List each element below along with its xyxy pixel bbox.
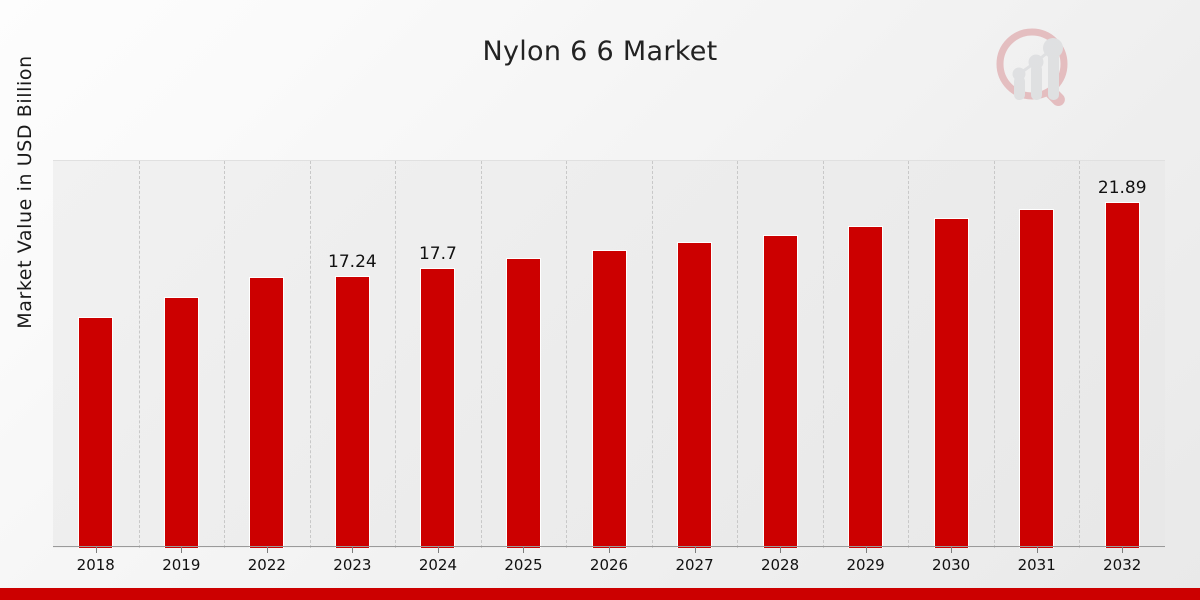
gridline	[224, 161, 226, 548]
gridline	[138, 161, 140, 548]
x-tick-2027	[694, 547, 696, 553]
bar-value-label-2032: 21.89	[1097, 178, 1147, 199]
x-tick-label-2032: 2032	[1103, 556, 1142, 574]
x-tick-label-2024: 2024	[418, 556, 458, 574]
bar-2028[interactable]	[762, 235, 798, 548]
x-tick-label-2023: 2023	[333, 556, 372, 574]
bar-2025[interactable]	[505, 258, 541, 548]
footer-accent-band	[0, 588, 1200, 600]
gridline	[993, 161, 995, 548]
bar-2019[interactable]	[163, 297, 199, 548]
gridline	[309, 161, 311, 548]
x-tick-label-2018: 2018	[76, 556, 115, 574]
x-tick-2018	[95, 547, 97, 553]
x-tick-label-2028: 2028	[760, 556, 800, 574]
x-tick-label-2029: 2029	[846, 556, 885, 574]
x-tick-label-2027: 2027	[675, 556, 714, 574]
x-tick-2030	[951, 547, 953, 553]
bar-2026[interactable]	[591, 250, 627, 548]
x-tick-2031	[1036, 547, 1038, 553]
x-tick-2024	[437, 547, 439, 553]
x-axis-line	[53, 546, 1165, 547]
bar-2027[interactable]	[677, 242, 713, 548]
gridline	[737, 161, 739, 548]
bar-2023[interactable]	[334, 275, 370, 548]
gridline	[395, 161, 397, 548]
x-tick-label-2026: 2026	[589, 556, 629, 574]
gridline	[480, 161, 482, 548]
bar-2018[interactable]	[78, 317, 114, 548]
x-tick-label-2019: 2019	[162, 556, 201, 574]
x-tick-label-2022: 2022	[247, 556, 286, 574]
bar-value-label-2024: 17.7	[418, 244, 457, 265]
plot-area: 17.24 17.7 21.89	[53, 160, 1165, 548]
bar-value-label-2023: 17.24	[328, 251, 377, 272]
bar-2024[interactable]	[420, 268, 456, 548]
bar-2029[interactable]	[848, 226, 884, 548]
x-tick-2032	[1122, 547, 1124, 553]
gridline	[822, 161, 824, 548]
gridline	[566, 161, 568, 548]
x-tick-2026	[609, 547, 610, 553]
page-title: Nylon 6 6 Market	[482, 36, 718, 67]
x-tick-2025	[523, 547, 525, 553]
bar-2031[interactable]	[1019, 209, 1055, 548]
x-tick-2023	[352, 547, 354, 553]
x-tick-label-2031: 2031	[1017, 556, 1056, 574]
gridline	[651, 161, 653, 548]
bar-2032[interactable]	[1104, 202, 1140, 548]
gridline	[1079, 161, 1081, 548]
bar-2022[interactable]	[249, 277, 285, 548]
bar-2030[interactable]	[933, 218, 969, 548]
y-axis-label: Market Value in USD Billion	[14, 55, 36, 329]
x-tick-label-2030: 2030	[932, 556, 971, 574]
x-tick-label-2025: 2025	[504, 556, 543, 574]
gridline	[908, 161, 910, 548]
x-tick-2028	[780, 547, 782, 553]
x-tick-2029	[865, 547, 867, 553]
x-tick-2019	[181, 547, 183, 553]
x-tick-2022	[266, 547, 268, 553]
